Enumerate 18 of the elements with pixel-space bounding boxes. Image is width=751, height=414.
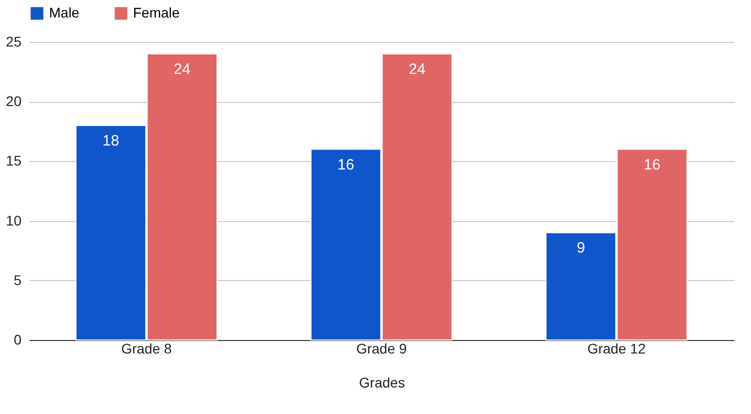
data-label: 18	[102, 132, 120, 150]
x-tick-label: Grade 9	[356, 340, 408, 356]
data-label: 16	[338, 156, 354, 174]
y-tick-label: 5	[14, 272, 22, 288]
y-tick-label: 25	[6, 34, 22, 50]
data-label: 24	[174, 60, 190, 78]
data-label: 9	[576, 240, 586, 257]
legend-label: Male	[49, 4, 80, 20]
y-tick-label: 10	[6, 212, 22, 228]
x-tick-label: Grade 12	[587, 340, 646, 356]
y-tick-label: 20	[6, 93, 22, 110]
legend-label: Female	[133, 4, 180, 20]
data-label: 24	[408, 60, 426, 78]
data-label: 16	[644, 156, 660, 174]
x-axis-title: Grades	[359, 374, 405, 390]
y-tick-label: 0	[14, 332, 22, 348]
x-tick-label: Grade 8	[121, 340, 172, 356]
y-tick-label: 15	[6, 152, 22, 169]
